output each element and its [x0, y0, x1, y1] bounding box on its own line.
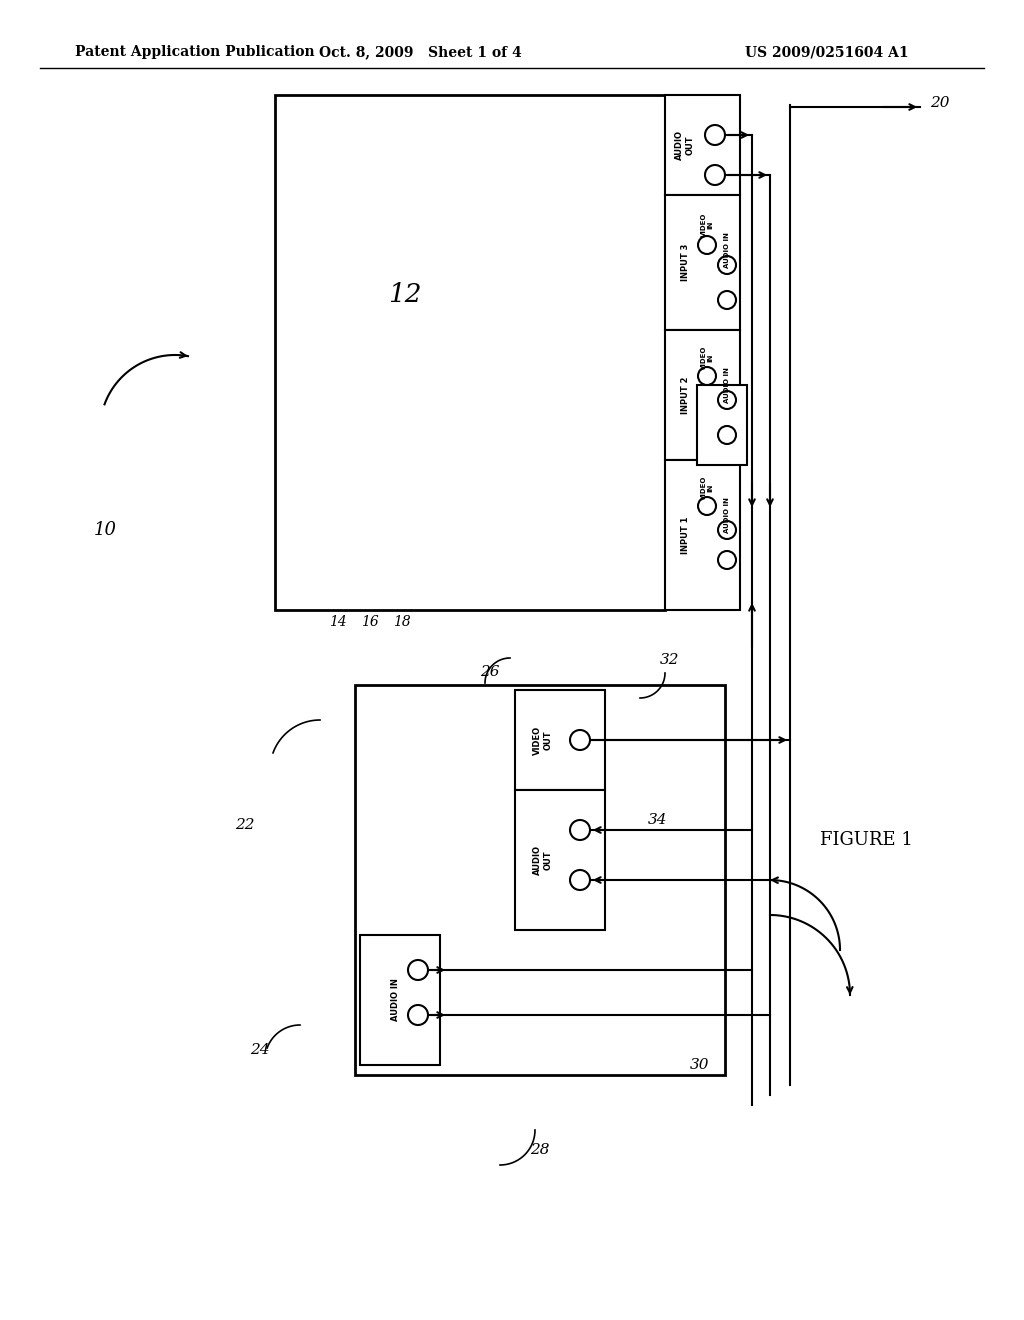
Bar	[665, 330, 740, 459]
Bar	[665, 195, 740, 330]
Text: 10: 10	[93, 521, 117, 539]
Text: 26: 26	[480, 665, 500, 678]
Text: 16: 16	[361, 615, 379, 630]
Bar	[360, 935, 440, 1065]
Circle shape	[408, 960, 428, 979]
Circle shape	[718, 290, 736, 309]
Text: Oct. 8, 2009   Sheet 1 of 4: Oct. 8, 2009 Sheet 1 of 4	[318, 45, 521, 59]
Text: AUDIO IN: AUDIO IN	[724, 367, 730, 403]
Text: 34: 34	[648, 813, 668, 828]
Circle shape	[718, 256, 736, 275]
Text: VIDEO
IN: VIDEO IN	[700, 475, 714, 500]
Bar	[515, 690, 605, 789]
Text: AUDIO
OUT: AUDIO OUT	[675, 129, 694, 160]
Circle shape	[705, 165, 725, 185]
Circle shape	[698, 367, 716, 385]
Text: 20: 20	[930, 96, 949, 110]
Text: AUDIO IN: AUDIO IN	[390, 978, 399, 1022]
Text: INPUT 1: INPUT 1	[681, 516, 689, 554]
Text: AUDIO IN: AUDIO IN	[724, 232, 730, 268]
Text: 22: 22	[236, 818, 255, 832]
Text: AUDIO IN: AUDIO IN	[724, 498, 730, 533]
Text: 18: 18	[393, 615, 411, 630]
Text: Patent Application Publication: Patent Application Publication	[75, 45, 314, 59]
Text: 28: 28	[530, 1143, 550, 1158]
Text: 24: 24	[250, 1043, 269, 1057]
Text: VIDEO
OUT: VIDEO OUT	[534, 726, 553, 755]
Circle shape	[705, 125, 725, 145]
Text: VIDEO
IN: VIDEO IN	[700, 213, 714, 238]
Text: 12: 12	[388, 282, 422, 308]
Text: VIDEO
IN: VIDEO IN	[700, 346, 714, 370]
Text: INPUT 2: INPUT 2	[681, 376, 689, 413]
Circle shape	[698, 498, 716, 515]
Bar	[665, 95, 740, 195]
Circle shape	[570, 820, 590, 840]
Circle shape	[570, 730, 590, 750]
Text: INPUT 3: INPUT 3	[681, 244, 689, 281]
Circle shape	[698, 236, 716, 253]
Text: 14: 14	[329, 615, 347, 630]
Circle shape	[718, 391, 736, 409]
Bar	[355, 685, 725, 1074]
Circle shape	[570, 870, 590, 890]
Text: FIGURE 1: FIGURE 1	[820, 832, 912, 849]
Text: US 2009/0251604 A1: US 2009/0251604 A1	[745, 45, 908, 59]
Text: 32: 32	[660, 653, 680, 667]
Bar	[665, 459, 740, 610]
Circle shape	[408, 1005, 428, 1026]
Circle shape	[718, 550, 736, 569]
Text: AUDIO
OUT: AUDIO OUT	[534, 845, 553, 875]
Bar	[515, 789, 605, 931]
Circle shape	[718, 521, 736, 539]
Text: 30: 30	[690, 1059, 710, 1072]
Bar	[275, 95, 665, 610]
Bar	[697, 385, 746, 465]
Circle shape	[718, 426, 736, 444]
